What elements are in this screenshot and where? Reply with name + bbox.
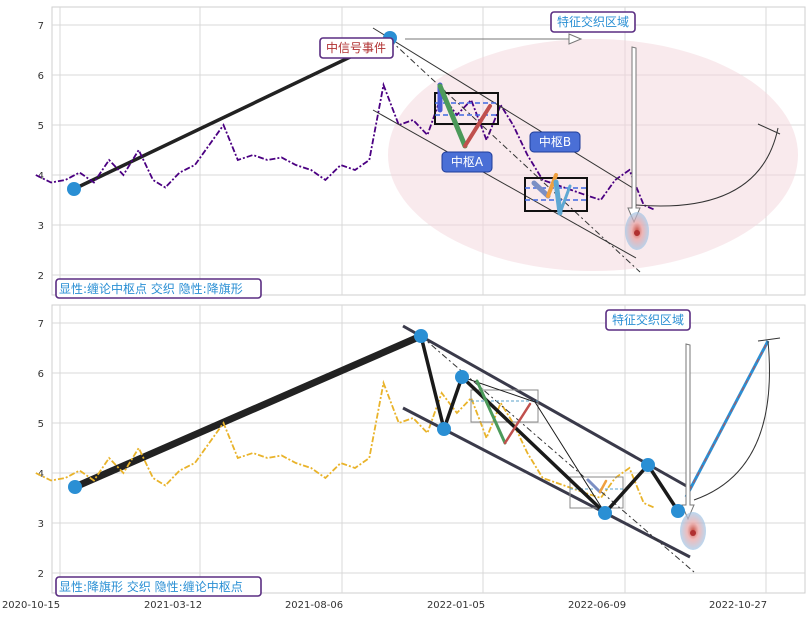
bottom-panel: 2 3 4 5 6 7 2020-10-15 2021-03-12 2021-0… bbox=[2, 304, 806, 611]
top-legend-box: 显性:缠论中枢点 交织 隐性:降旗形 bbox=[55, 278, 262, 299]
curve-arrow-cap bbox=[757, 123, 781, 135]
bottom-zigzag-colors bbox=[475, 379, 608, 494]
y-tick-label: 6 bbox=[38, 71, 44, 82]
bottom-legend-box: 显性:降旗形 交织 隐性:缠论中枢点 bbox=[55, 576, 262, 597]
pivot-b-text: 中枢B bbox=[539, 134, 571, 149]
pivot-point bbox=[455, 370, 469, 384]
feature-zone-ellipse bbox=[388, 39, 798, 271]
y-tick-label: 5 bbox=[38, 121, 44, 132]
feature-zone-label: 特征交织区域 bbox=[550, 11, 636, 33]
uptrend-line-thick bbox=[73, 332, 423, 491]
x-tick-label: 2022-06-09 bbox=[568, 600, 626, 611]
pivot-point bbox=[598, 506, 612, 520]
stroke-zigzag bbox=[419, 335, 680, 516]
top-channel bbox=[372, 27, 641, 273]
pivot-a-text: 中枢A bbox=[451, 154, 484, 169]
top-price-series bbox=[35, 81, 656, 211]
pivot-a-box bbox=[434, 92, 499, 125]
uptrend-line bbox=[73, 36, 391, 191]
y-tick-label: 2 bbox=[38, 569, 44, 580]
bottom-y-ticks: 2 3 4 5 6 7 bbox=[38, 319, 44, 580]
y-tick-label: 2 bbox=[38, 271, 44, 282]
bottom-price-series bbox=[35, 379, 656, 509]
x-tick-label: 2021-08-06 bbox=[285, 600, 343, 611]
target-dot bbox=[690, 530, 696, 536]
pivot-b-label: 中枢B bbox=[529, 131, 581, 153]
signal-event-label: 中信号事件 bbox=[319, 37, 394, 59]
down-arrow bbox=[681, 343, 695, 521]
top-panel: 2 3 4 5 6 7 bbox=[35, 6, 806, 299]
x-ticks: 2020-10-15 2021-03-12 2021-08-06 2022-01… bbox=[2, 600, 767, 611]
x-tick-label: 2021-03-12 bbox=[144, 600, 202, 611]
y-tick-label: 7 bbox=[38, 319, 44, 330]
y-tick-label: 3 bbox=[38, 519, 44, 530]
x-tick-label: 2022-10-27 bbox=[709, 600, 767, 611]
top-y-ticks: 2 3 4 5 6 7 bbox=[38, 21, 44, 282]
flag-channel bbox=[402, 324, 691, 559]
top-zigzag bbox=[437, 82, 572, 216]
pivot-point bbox=[671, 504, 685, 518]
start-pivot-point bbox=[68, 480, 82, 494]
start-pivot-point bbox=[67, 182, 81, 196]
stroke-zigzag-thin bbox=[461, 376, 606, 514]
feature-zone-text: 特征交织区域 bbox=[612, 312, 684, 327]
x-tick-label: 2020-10-15 bbox=[2, 600, 60, 611]
pivot-a-label: 中枢A bbox=[441, 151, 493, 173]
curve-arrow bbox=[635, 127, 779, 207]
target-dot bbox=[634, 230, 640, 236]
pivot-point bbox=[641, 458, 655, 472]
pivot-point bbox=[437, 422, 451, 436]
projection-arrow-overlay bbox=[685, 340, 769, 498]
curve-arrow-cap bbox=[757, 337, 781, 342]
x-tick-label: 2022-01-05 bbox=[427, 600, 485, 611]
y-tick-label: 3 bbox=[38, 221, 44, 232]
top-legend-text: 显性:缠论中枢点 交织 隐性:降旗形 bbox=[59, 281, 243, 296]
y-tick-label: 7 bbox=[38, 21, 44, 32]
curve-arrow bbox=[693, 340, 770, 501]
bottom-plot-area bbox=[51, 304, 806, 594]
bottom-legend-text: 显性:降旗形 交织 隐性:缠论中枢点 bbox=[59, 579, 243, 594]
feature-zone-label-bottom: 特征交织区域 bbox=[605, 309, 691, 331]
feature-arrow-head bbox=[568, 33, 583, 45]
y-tick-label: 5 bbox=[38, 419, 44, 430]
peak-pivot-point bbox=[414, 329, 428, 343]
signal-event-text: 中信号事件 bbox=[326, 40, 386, 55]
feature-zone-text: 特征交织区域 bbox=[557, 14, 629, 29]
y-tick-label: 6 bbox=[38, 369, 44, 380]
